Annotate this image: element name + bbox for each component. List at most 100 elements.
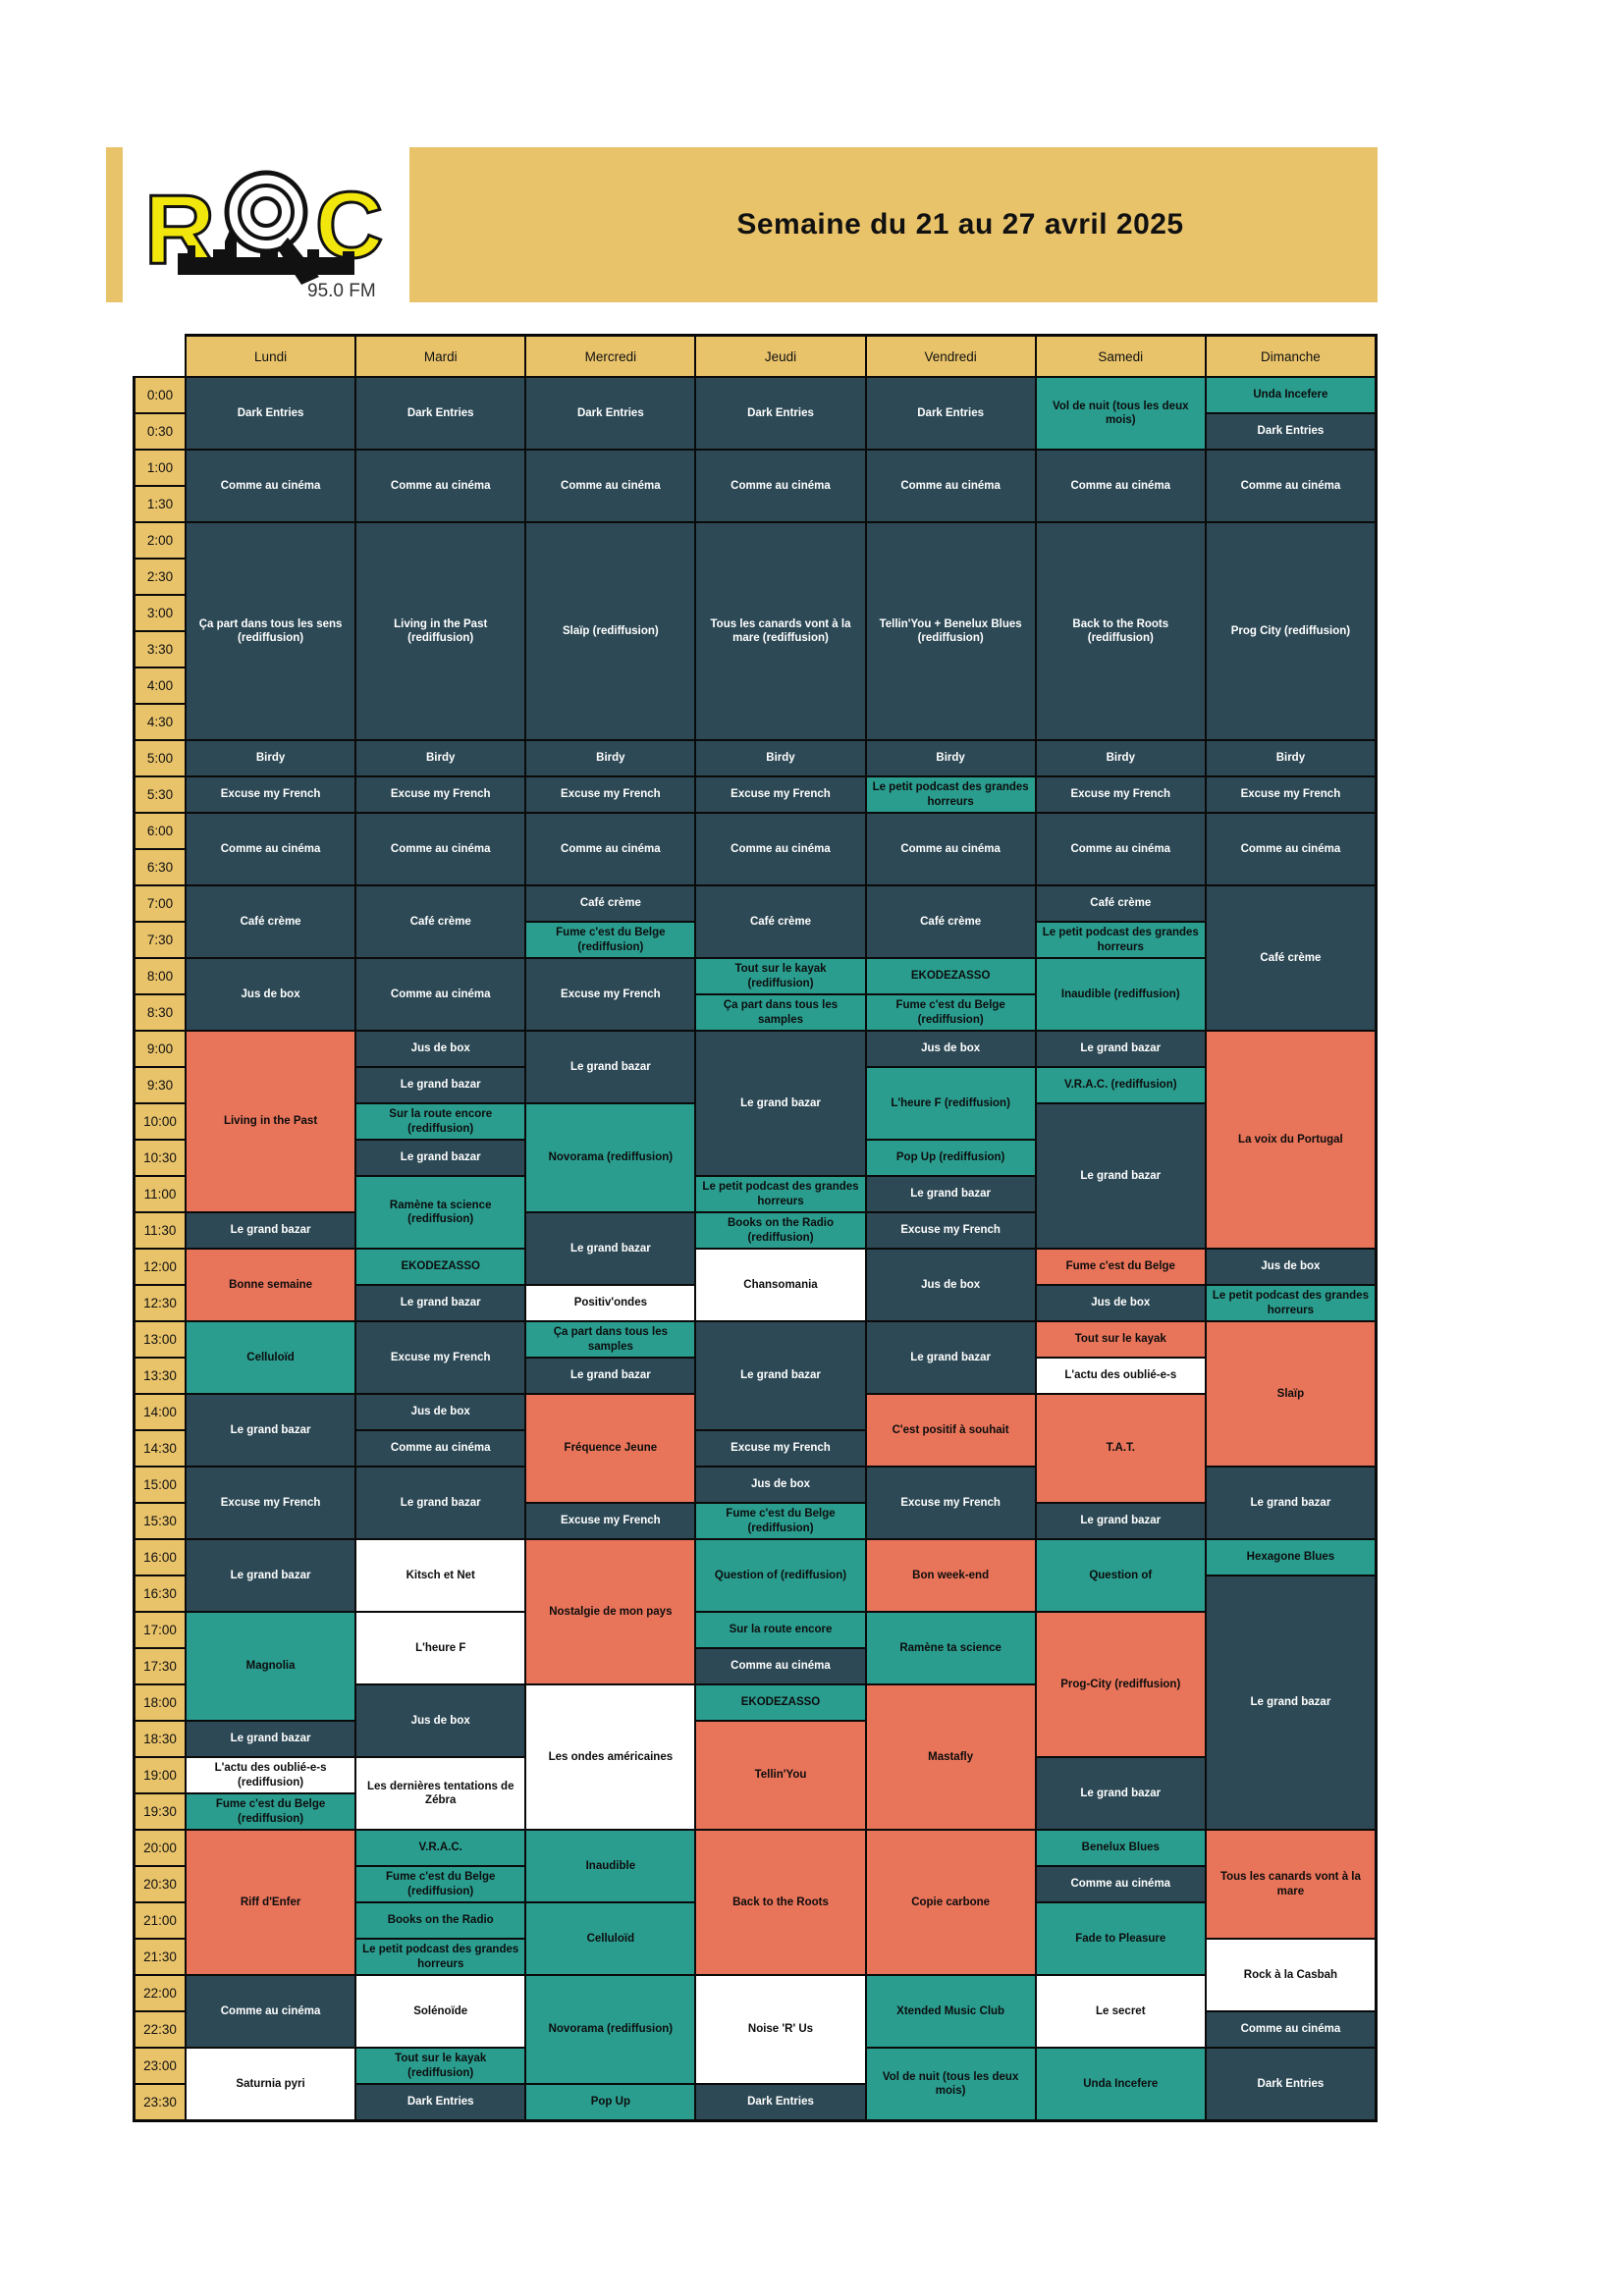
program-cell: Dark Entries (187, 378, 355, 449)
program-title: Fréquence Jeune (564, 1442, 658, 1455)
program-title: Le grand bazar (1250, 1696, 1331, 1709)
program-cell: Comme au cinéma (187, 1976, 355, 2047)
program-cell: Celluloïd (526, 1903, 695, 1974)
program-cell: Chansomania (696, 1250, 865, 1320)
program-title: Excuse my French (900, 1224, 1001, 1237)
program-cell: Le grand bazar (696, 1032, 865, 1175)
program-title: Slaïp (1276, 1387, 1305, 1400)
program-cell: Dark Entries (1206, 2049, 1375, 2119)
program-cell: Comme au cinéma (356, 1431, 525, 1466)
program-cell: Tout sur le kayak (rediffusion) (696, 959, 865, 993)
program-cell: Ça part dans tous les samples (526, 1322, 695, 1357)
program-cell: Excuse my French (356, 1322, 525, 1393)
program-title: Fume c'est du Belge (rediffusion) (215, 1798, 326, 1825)
program-title: Le petit podcast des grandes horreurs (872, 781, 1029, 808)
program-title: Dark Entries (1257, 2077, 1325, 2090)
program-cell: Le petit podcast des grandes horreurs (1206, 1286, 1375, 1320)
program-cell: Ça part dans tous les sens (rediffusion) (187, 523, 355, 739)
station-logo: R C 95.0 FM (123, 147, 409, 302)
time-label: 23:30 (135, 2085, 185, 2119)
program-title: Jus de box (410, 1714, 470, 1727)
program-cell: Café crème (1036, 886, 1205, 921)
program-cell: Café crème (866, 886, 1035, 957)
program-title: Comme au cinéma (900, 842, 1001, 855)
program-title: Fume c'est du Belge (rediffusion) (386, 1871, 496, 1897)
program-title: Fume c'est du Belge (rediffusion) (895, 999, 1005, 1026)
week-banner: R C 95.0 FM Semaine du 21 au 27 avril 20… (106, 147, 1378, 302)
program-cell: Comme au cinéma (696, 451, 865, 521)
program-cell: Slaïp (rediffusion) (526, 523, 695, 739)
program-cell: Ça part dans tous les samples (696, 995, 865, 1030)
program-cell: Prog City (rediffusion) (1206, 523, 1375, 739)
program-cell: Excuse my French (866, 1468, 1035, 1538)
program-cell: Ramène ta science (866, 1613, 1035, 1683)
program-cell: Ramène ta science (rediffusion) (356, 1177, 525, 1248)
program-title: Dark Entries (1257, 425, 1325, 438)
time-label: 8:30 (135, 995, 185, 1030)
program-title: Jus de box (410, 1042, 470, 1055)
program-title: Books on the Radio (387, 1914, 494, 1927)
program-title: Comme au cinéma (1240, 479, 1341, 492)
time-label: 14:30 (135, 1431, 185, 1466)
program-cell: Excuse my French (526, 1504, 695, 1538)
program-title: Le petit podcast des grandes horreurs (702, 1181, 859, 1207)
program-cell: Bon week-end (866, 1540, 1035, 1611)
program-title: Le grand bazar (400, 1496, 481, 1509)
program-title: Jus de box (750, 1478, 811, 1491)
program-cell: Nostalgie de mon pays (526, 1540, 695, 1683)
program-title: L'actu des oublié-e-s (rediffusion) (214, 1762, 327, 1789)
program-title: Saturnia pyri (236, 2077, 305, 2090)
program-cell: Tellin'You + Benelux Blues (rediffusion) (866, 523, 1035, 739)
program-title: Café crème (240, 915, 301, 928)
program-title: Le grand bazar (1080, 1787, 1162, 1799)
program-cell: Café crème (187, 886, 355, 957)
program-cell: Hexagone Blues (1206, 1540, 1375, 1575)
time-label: 19:00 (135, 1758, 185, 1792)
time-label: 4:30 (135, 705, 185, 739)
program-title: Comme au cinéma (1070, 479, 1171, 492)
program-title: Le grand bazar (1080, 1515, 1162, 1527)
program-cell: Comme au cinéma (866, 451, 1035, 521)
program-cell: Excuse my French (187, 777, 355, 812)
program-title: Dark Entries (747, 2096, 814, 2109)
program-cell: Tous les canards vont à la mare (1206, 1831, 1375, 1938)
program-cell: V.R.A.C. (356, 1831, 525, 1865)
program-cell: Le grand bazar (187, 1540, 355, 1611)
program-cell: Dark Entries (1206, 414, 1375, 449)
program-cell: Le grand bazar (356, 1286, 525, 1320)
program-cell: Fume c'est du Belge (1036, 1250, 1205, 1284)
time-label: 11:30 (135, 1213, 185, 1248)
program-cell: Jus de box (356, 1685, 525, 1756)
program-title: Comme au cinéma (220, 842, 321, 855)
program-title: Solénoïde (413, 2004, 468, 2017)
program-title: Café crème (579, 897, 641, 910)
program-cell: Les ondes américaines (526, 1685, 695, 1829)
program-cell: Excuse my French (696, 1431, 865, 1466)
program-cell: Noise 'R' Us (696, 1976, 865, 2083)
program-cell: Positiv'ondes (526, 1286, 695, 1320)
program-cell: Le grand bazar (526, 1213, 695, 1284)
schedule-table: Lundi Mardi Mercredi Jeudi Vendredi Samedi Dim… (133, 334, 1378, 2122)
program-title: Unda Incefere (1253, 389, 1328, 401)
program-cell: Birdy (1206, 741, 1375, 775)
program-cell: Le petit podcast des grandes horreurs (696, 1177, 865, 1211)
day-header-lundi: Lundi (187, 337, 355, 376)
program-cell: EKODEZASSO (696, 1685, 865, 1720)
program-cell: Le grand bazar (1206, 1576, 1375, 1829)
program-title: Novorama (rediffusion) (548, 1151, 674, 1164)
program-title: Le grand bazar (910, 1188, 992, 1201)
program-title: T.A.T. (1106, 1442, 1135, 1455)
time-label: 16:00 (135, 1540, 185, 1575)
program-cell: Le petit podcast des grandes horreurs (356, 1940, 525, 1974)
time-label: 2:30 (135, 560, 185, 594)
program-cell: Novorama (rediffusion) (526, 1104, 695, 1211)
program-title: Café crème (1260, 951, 1322, 964)
program-title: Jus de box (1261, 1260, 1321, 1273)
program-title: Jus de box (410, 1406, 470, 1418)
program-title: Fume c'est du Belge (1065, 1260, 1175, 1273)
program-cell: Comme au cinéma (1206, 451, 1375, 521)
program-cell: Comme au cinéma (356, 451, 525, 521)
program-cell: V.R.A.C. (rediffusion) (1036, 1068, 1205, 1102)
program-cell: Comme au cinéma (866, 814, 1035, 884)
program-title: Excuse my French (390, 788, 491, 801)
